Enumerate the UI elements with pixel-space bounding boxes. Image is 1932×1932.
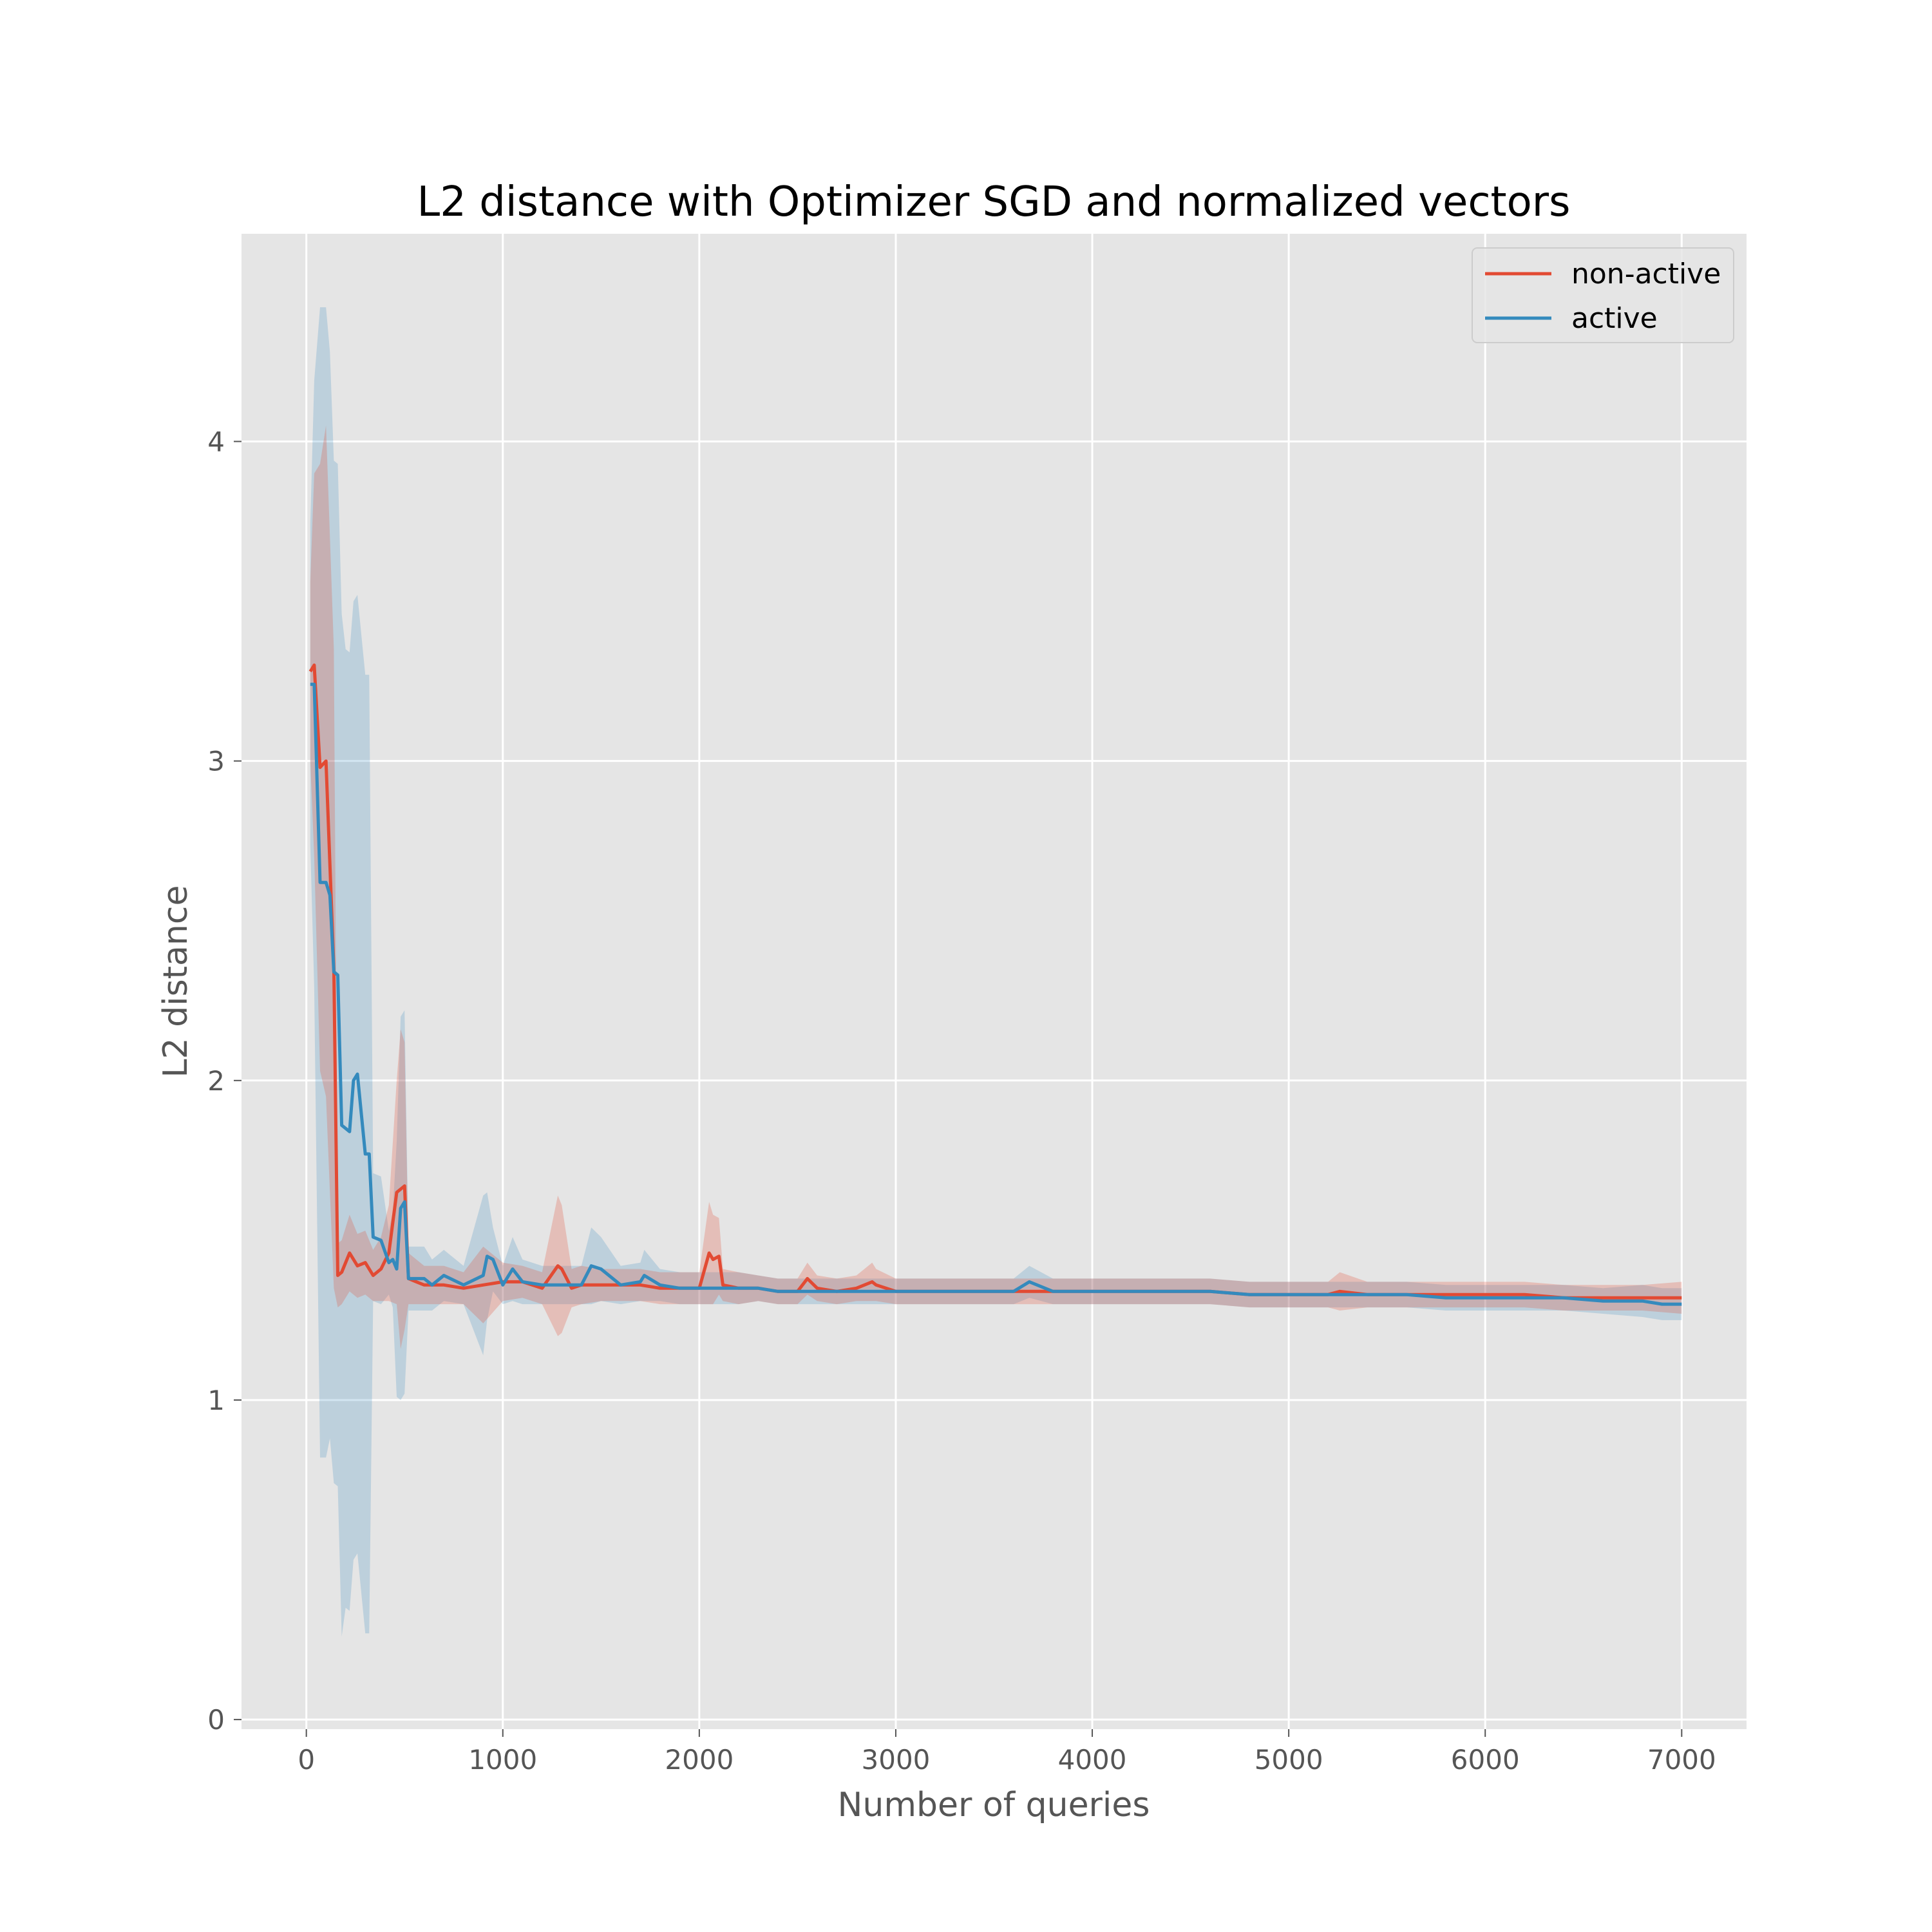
line-active <box>310 683 1682 1306</box>
y-tick-label: 4 <box>207 426 225 458</box>
x-tick-label: 1000 <box>468 1744 537 1776</box>
legend: non-active active <box>1472 247 1734 343</box>
y-tick-label: 3 <box>207 746 225 777</box>
x-tick-label: 5000 <box>1255 1744 1323 1776</box>
legend-label-non-active: non-active <box>1571 258 1721 290</box>
band-active <box>310 307 1682 1637</box>
x-tick-label: 4000 <box>1058 1744 1127 1776</box>
x-tick-label: 0 <box>298 1744 315 1776</box>
axis-ticks: 0 1000 2000 3000 4000 5000 6000 7000 0 1 2 3 4 <box>207 426 1716 1776</box>
y-axis-label: L2 distance <box>156 886 195 1078</box>
legend-label-active: active <box>1571 302 1658 335</box>
chart-title: L2 distance with Optimizer SGD and norma… <box>417 178 1571 226</box>
gridlines <box>242 234 1747 1729</box>
y-tick-label: 1 <box>207 1385 225 1416</box>
plot-area <box>242 234 1747 1729</box>
x-tick-label: 7000 <box>1647 1744 1716 1776</box>
y-tick-label: 0 <box>207 1704 225 1736</box>
x-tick-label: 6000 <box>1451 1744 1520 1776</box>
x-tick-label: 2000 <box>665 1744 734 1776</box>
y-tick-label: 2 <box>207 1065 225 1097</box>
x-axis-label: Number of queries <box>838 1786 1150 1824</box>
x-tick-label: 3000 <box>862 1744 931 1776</box>
series-lines <box>308 663 1682 1306</box>
confidence-bands <box>310 307 1682 1637</box>
